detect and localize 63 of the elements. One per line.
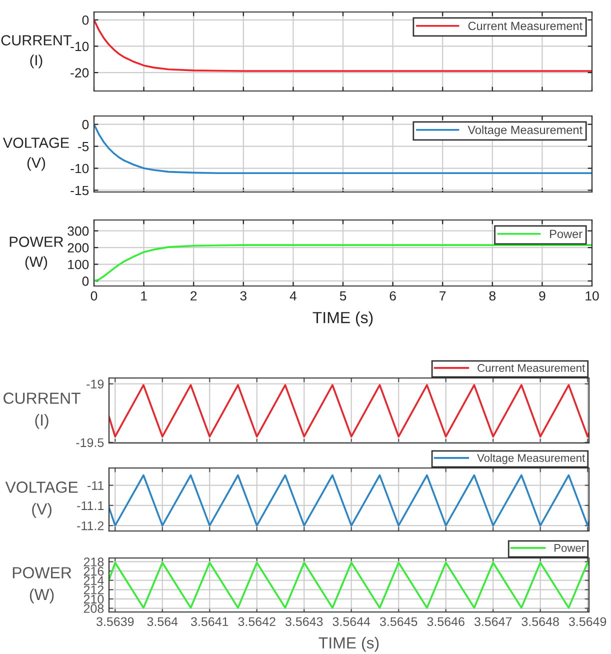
x-tick-label: 6 — [390, 291, 396, 301]
legend-label: Power — [554, 544, 585, 552]
line-series — [109, 562, 589, 609]
x-tick-label: 2 — [190, 291, 197, 300]
y-tick-label: 210 — [84, 594, 104, 604]
y-tick-label: 214 — [84, 576, 104, 585]
x-tick-label: 3.5642 — [238, 617, 276, 626]
x-axis-title: TIME (s) — [318, 636, 379, 652]
y-tick-label: -5 — [78, 142, 89, 152]
y-tick-label: -10 — [70, 164, 89, 174]
y-tick-label: 208 — [84, 604, 104, 613]
x-tick-label: 3.5645 — [380, 617, 418, 626]
y-tick-label: -11.1 — [77, 501, 104, 510]
legend-label: Current Measurement — [478, 364, 586, 372]
y-tick-label: 0 — [82, 276, 89, 286]
x-tick-label: 10 — [586, 291, 599, 301]
line-series — [94, 18, 592, 72]
x-tick-label: 3.5647 — [474, 617, 512, 626]
legend-label: Power — [550, 230, 582, 238]
x-tick-label: 1 — [141, 291, 147, 300]
x-tick-label: 9 — [539, 291, 546, 301]
x-tick-label: 3.5649 — [568, 617, 606, 626]
y-tick-label: -11 — [88, 481, 104, 490]
x-tick-label: 3.5644 — [332, 617, 370, 626]
x-tick-label: 3.564 — [147, 617, 178, 626]
y-tick-label: 212 — [84, 585, 104, 594]
y-tick-label: -15 — [70, 186, 89, 196]
x-tick-label: 3.5641 — [190, 617, 228, 626]
y-tick-label: 300 — [68, 226, 89, 236]
line-series — [94, 244, 592, 282]
x-tick-label: 3.5648 — [522, 617, 559, 626]
x-tick-label: 8 — [489, 291, 496, 301]
y-tick-label: 216 — [84, 566, 104, 576]
y-tick-label: -19 — [86, 380, 104, 389]
y-axis-title: VOLTAGE (V) — [5, 482, 78, 518]
x-tick-label: 4 — [290, 291, 296, 300]
line-series — [94, 123, 592, 174]
y-tick-label: 100 — [68, 260, 89, 270]
x-tick-label: 3.5646 — [427, 617, 464, 626]
y-tick-label: 200 — [68, 243, 89, 252]
line-series — [109, 384, 589, 438]
y-tick-label: 0 — [82, 120, 89, 130]
y-tick-label: -10 — [70, 42, 89, 52]
x-axis-title: TIME (s) — [312, 311, 373, 326]
y-axis-title: CURRENT (I) — [1, 35, 72, 68]
legend-label: Current Measurement — [468, 22, 582, 30]
y-axis-title: POWER (W) — [12, 567, 72, 604]
legend-label: Voltage Measurement — [468, 125, 582, 136]
y-tick-label: -11.2 — [77, 521, 104, 530]
x-tick-label: 3 — [240, 291, 246, 301]
y-tick-label: 0 — [82, 15, 89, 25]
line-series — [109, 474, 589, 526]
y-axis-title: CURRENT (I) — [4, 392, 80, 429]
x-tick-label: 3.5643 — [285, 617, 323, 626]
y-tick-label: 218 — [84, 558, 104, 566]
y-tick-label: -20 — [70, 68, 89, 78]
x-tick-label: 7 — [440, 291, 446, 300]
legend-label: Voltage Measurement — [477, 454, 586, 464]
x-tick-label: 3.5639 — [96, 617, 134, 626]
y-axis-title: VOLTAGE (V) — [2, 138, 69, 171]
y-tick-label: -19.5 — [76, 438, 104, 448]
x-tick-label: 5 — [340, 291, 346, 301]
y-axis-title: POWER (W) — [10, 236, 64, 270]
